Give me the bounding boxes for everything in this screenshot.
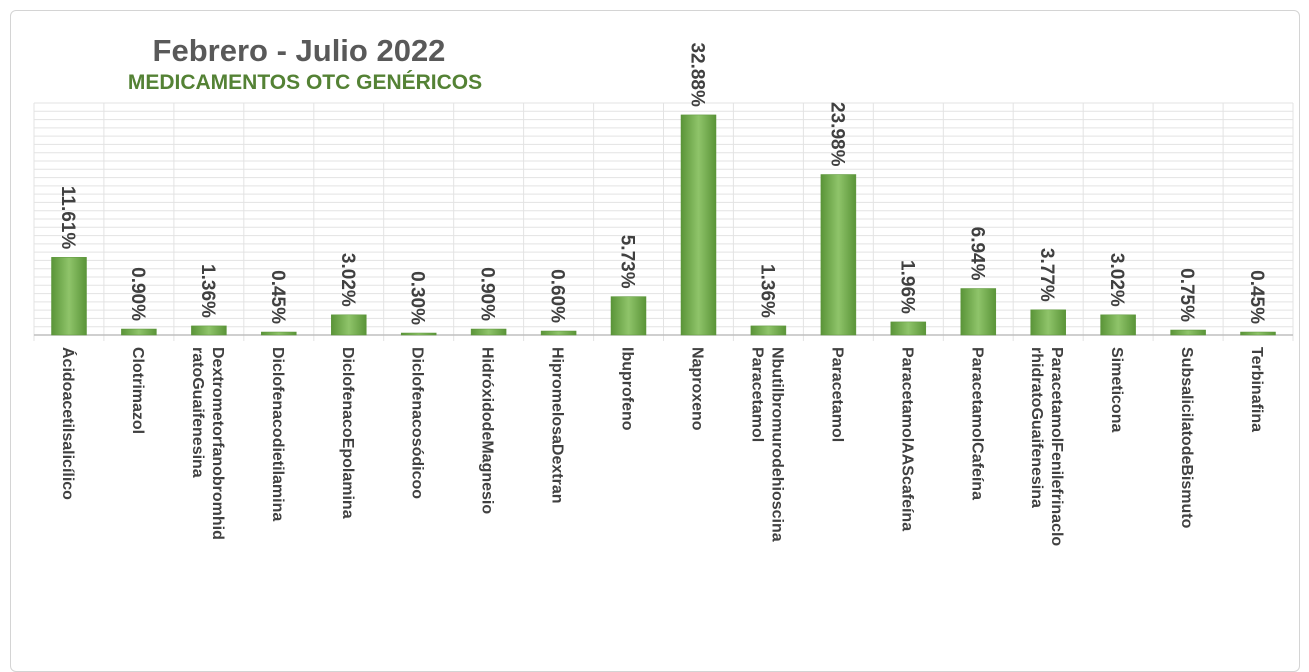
category-label: DiclofenacoEpolamina bbox=[339, 347, 356, 519]
bar bbox=[1240, 331, 1276, 336]
category-label: Paracetamol bbox=[748, 347, 765, 442]
bar bbox=[1030, 309, 1066, 336]
chart-frame: 11.61% 0.90% 1.36% 0.45% 3.02% 0.30% 0.90% 0.60… bbox=[10, 10, 1300, 672]
data-label: 0.90% bbox=[127, 267, 148, 321]
data-label: 0.45% bbox=[1246, 270, 1267, 324]
data-label: 3.02% bbox=[337, 253, 358, 307]
bar bbox=[820, 174, 857, 336]
category-label: Dextrometorfanobromhid bbox=[209, 347, 226, 540]
chart-subtitle: MEDICAMENTOS OTC GENÉRICOS bbox=[128, 71, 482, 94]
bar bbox=[750, 325, 787, 336]
category-label: HipromelosaDextran bbox=[549, 347, 566, 504]
category-label: Ibuprofeno bbox=[619, 347, 636, 431]
data-label: 1.36% bbox=[197, 264, 218, 318]
data-label: 3.77% bbox=[1036, 248, 1057, 302]
bar bbox=[540, 330, 577, 336]
data-label: 23.98% bbox=[826, 102, 847, 167]
category-label: ParacetamolFenilefrinaclo bbox=[1048, 347, 1065, 546]
bars bbox=[51, 114, 1276, 336]
bar bbox=[680, 114, 717, 336]
title-backdrop bbox=[113, 29, 533, 101]
category-label: Ácidoacetilsalicílico bbox=[59, 347, 78, 500]
category-label: Terbinafina bbox=[1248, 347, 1265, 432]
data-label: 11.61% bbox=[57, 186, 78, 249]
bar bbox=[960, 288, 997, 336]
data-label: 3.02% bbox=[1106, 253, 1127, 307]
data-label: 0.75% bbox=[1176, 268, 1197, 322]
data-label: 0.45% bbox=[267, 270, 288, 324]
data-label: 32.88% bbox=[687, 42, 708, 107]
category-label: Simeticona bbox=[1108, 347, 1125, 432]
bar bbox=[1170, 329, 1206, 336]
bar-chart: 11.61% 0.90% 1.36% 0.45% 3.02% 0.30% 0.90% 0.60… bbox=[33, 29, 1294, 546]
bar bbox=[121, 328, 157, 336]
bar bbox=[610, 296, 647, 336]
bar bbox=[400, 332, 437, 336]
category-label: Diclofenacodietilamina bbox=[269, 347, 286, 521]
data-label: 0.90% bbox=[477, 267, 498, 321]
bar bbox=[191, 325, 227, 336]
category-label: ParacetamolAAScafeína bbox=[898, 347, 915, 531]
category-labels: Ácidoacetilsalicílico Clotrimazol Dextrome… bbox=[59, 347, 1265, 546]
category-label: ParacetamolCafeína bbox=[968, 347, 985, 500]
category-label: Clotrimazol bbox=[129, 347, 146, 434]
bar bbox=[261, 331, 297, 336]
bar bbox=[890, 321, 927, 336]
category-label: HidróxidodeMagnesio bbox=[479, 347, 496, 514]
category-label: Nbutilbromurodehioscina bbox=[768, 347, 785, 542]
data-label: 6.94% bbox=[966, 227, 987, 281]
category-label: ratoGuaifenesina bbox=[189, 347, 206, 478]
category-label: Naproxeno bbox=[689, 347, 706, 431]
category-label: Paracetamol bbox=[828, 347, 845, 442]
bar bbox=[470, 328, 507, 336]
data-label: 0.60% bbox=[547, 269, 568, 323]
category-label: SubsalicilatodeBismuto bbox=[1178, 347, 1195, 529]
chart-title: Febrero - Julio 2022 bbox=[153, 33, 446, 68]
gridlines bbox=[33, 102, 1294, 341]
bar bbox=[1100, 314, 1136, 336]
data-label: 5.73% bbox=[617, 235, 638, 289]
bar bbox=[331, 314, 367, 336]
data-label: 0.30% bbox=[407, 271, 428, 325]
data-label: 1.36% bbox=[756, 264, 777, 318]
data-labels: 11.61% 0.90% 1.36% 0.45% 3.02% 0.30% 0.90% 0.60… bbox=[57, 42, 1267, 325]
bar bbox=[51, 257, 87, 336]
data-label: 1.96% bbox=[896, 260, 917, 314]
category-label: rhidratoGuaifenesina bbox=[1028, 347, 1045, 508]
category-label: Diclofenacosódicoo bbox=[409, 347, 426, 499]
